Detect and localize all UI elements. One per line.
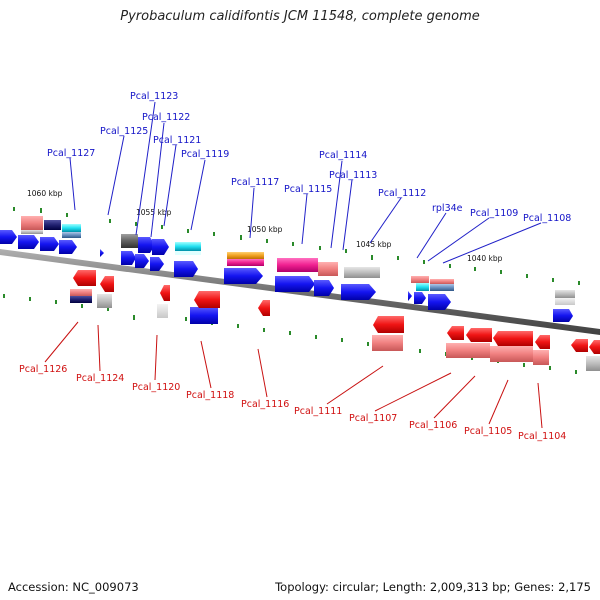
gene-label-pcal-1105: Pcal_1105 xyxy=(464,426,512,437)
gene-label-pcal-1123: Pcal_1123 xyxy=(130,91,178,102)
gene-label-pcal-1108: Pcal_1108 xyxy=(523,213,571,224)
gene-label-pcal-1107: Pcal_1107 xyxy=(349,413,397,424)
gene-label-rpl34e: rpl34e xyxy=(432,203,463,214)
gene-label-pcal-1125: Pcal_1125 xyxy=(100,126,148,137)
gene-label-pcal-1122: Pcal_1122 xyxy=(142,112,190,123)
gene-label-pcal-1117: Pcal_1117 xyxy=(231,177,279,188)
forward-genes xyxy=(0,230,573,324)
gene-label-pcal-1124: Pcal_1124 xyxy=(76,373,124,384)
gene-label-pcal-1111: Pcal_1111 xyxy=(294,406,342,417)
scale-label-1060: 1060 kbp xyxy=(27,189,63,198)
reverse-genes xyxy=(73,270,600,354)
topology-text: Topology: circular; Length: 2,009,313 bp… xyxy=(275,580,591,594)
gene-label-pcal-1112: Pcal_1112 xyxy=(378,188,426,199)
gene-label-pcal-1104: Pcal_1104 xyxy=(518,431,566,442)
gene-label-pcal-1127: Pcal_1127 xyxy=(47,148,95,159)
gene-label-pcal-1115: Pcal_1115 xyxy=(284,184,332,195)
page-title: Pyrobaculum calidifontis JCM 11548, comp… xyxy=(120,9,480,24)
gene-label-pcal-1121: Pcal_1121 xyxy=(153,135,201,146)
gene-label-pcal-1113: Pcal_1113 xyxy=(329,170,377,181)
scale-label-1050: 1050 kbp xyxy=(247,225,283,234)
reverse-annotation-blocks xyxy=(70,289,600,371)
gene-label-pcal-1114: Pcal_1114 xyxy=(319,150,367,161)
gene-label-pcal-1126: Pcal_1126 xyxy=(19,364,67,375)
gene-label-pcal-1120: Pcal_1120 xyxy=(132,382,180,393)
gene-label-pcal-1118: Pcal_1118 xyxy=(186,390,234,401)
forward-annotation-blocks xyxy=(21,216,575,305)
accession-text: Accession: NC_009073 xyxy=(8,580,139,594)
top-leader-lines xyxy=(69,101,542,264)
gene-label-pcal-1116: Pcal_1116 xyxy=(241,399,289,410)
gene-label-pcal-1119: Pcal_1119 xyxy=(181,149,229,160)
gene-label-pcal-1106: Pcal_1106 xyxy=(409,420,457,431)
scale-label-1040: 1040 kbp xyxy=(467,254,503,263)
scale-label-1045: 1045 kbp xyxy=(356,240,392,249)
bottom-leader-lines xyxy=(44,321,543,429)
gene-label-pcal-1109: Pcal_1109 xyxy=(470,208,518,219)
